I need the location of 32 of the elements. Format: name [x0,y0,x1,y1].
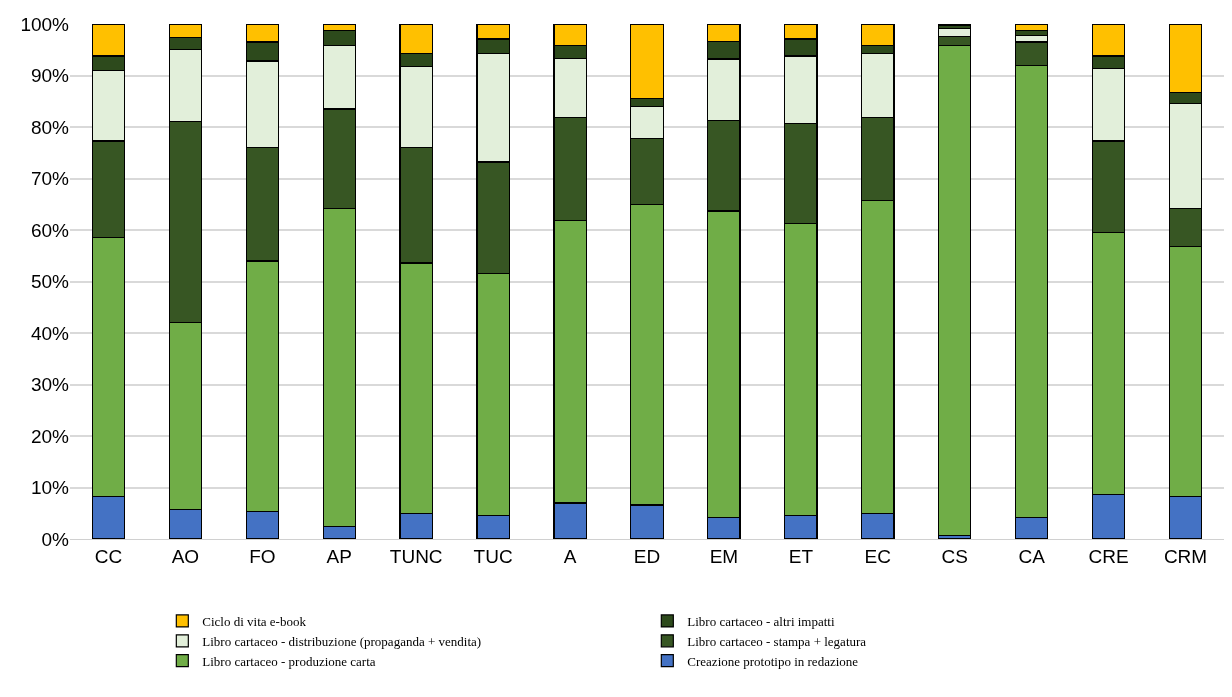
x-tick-label: CC [94,545,123,567]
y-tick-label: 40% [30,322,70,344]
y-tick-label: 90% [30,65,70,87]
x-tick-label: CRM [1163,545,1208,567]
legend-label: Ciclo di vita e-book [202,613,307,629]
legend-label: Libro cartaceo - distribuzione (propaganda + vendita) [202,633,482,649]
y-tick-label: 70% [30,168,70,190]
legend-label: Libro cartaceo - altri impatti [687,613,835,629]
legend-label: Libro cartaceo - produzione carta [202,653,376,669]
x-tick-label: ET [788,545,814,567]
y-tick-label: 80% [30,116,70,138]
y-tick-label: 0% [41,528,70,550]
x-tick-label: CS [941,545,968,567]
x-tick-label: ED [633,545,661,567]
legend-label: Libro cartaceo - stampa + legatura [687,633,867,649]
legend-label: Creazione prototipo in redazione [687,653,859,669]
x-tick-label: AP [326,545,352,567]
x-tick-label: TUNC [389,545,443,567]
y-tick-label: 60% [30,219,70,241]
x-tick-label: A [563,545,577,567]
y-tick-label: 100% [20,13,70,35]
x-tick-label: EM [709,545,739,567]
x-tick-label: CA [1018,545,1046,567]
x-tick-label: TUC [473,545,513,567]
y-tick-label: 50% [30,271,70,293]
x-tick-label: CRE [1088,545,1129,567]
x-tick-label: EC [864,545,891,567]
y-tick-label: 10% [30,477,70,499]
y-tick-label: 20% [30,425,70,447]
x-tick-label: AO [171,545,200,567]
x-tick-label: FO [249,545,276,567]
y-tick-label: 30% [30,374,70,396]
